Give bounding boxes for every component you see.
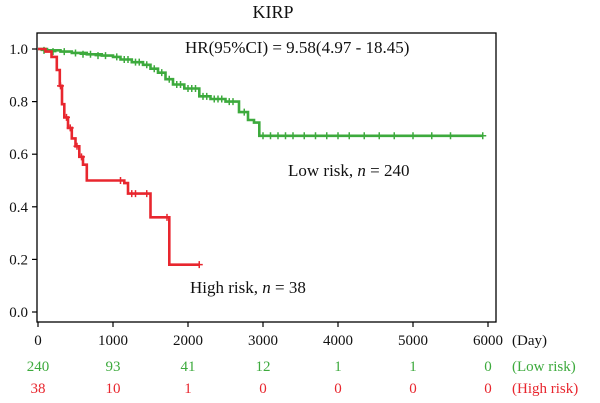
- low-risk-censor-mark: [360, 132, 368, 140]
- low-risk-censor-mark: [300, 132, 308, 140]
- low-risk-censor-mark: [60, 48, 68, 56]
- low-risk-count: 41: [181, 359, 196, 375]
- hr-annotation: HR(95%CI) = 9.58(4.97 - 18.45): [185, 38, 409, 57]
- x-tick-label: 0: [34, 333, 42, 349]
- x-tick-label: 2000: [173, 333, 203, 349]
- low-risk-censor-mark: [259, 132, 267, 140]
- high-risk-censor-mark: [78, 153, 85, 161]
- low-risk-censor-mark: [150, 65, 158, 73]
- low-risk-count: 0: [484, 359, 492, 375]
- x-tick-label: 4000: [323, 333, 353, 349]
- low-risk-censor-mark: [274, 132, 282, 140]
- high-risk-censor-mark: [66, 124, 74, 132]
- low-risk-censor-mark: [240, 108, 248, 116]
- x-tick-label: 6000: [473, 333, 503, 349]
- low-risk-censor-mark: [124, 56, 132, 64]
- low-risk-censor-mark: [94, 52, 102, 60]
- y-tick-label: 0.2: [9, 252, 28, 268]
- low-risk-censor-mark: [87, 50, 94, 58]
- high-risk-count: 1: [184, 381, 192, 397]
- high-risk-curve: [38, 47, 200, 266]
- high-risk-censor-mark: [73, 142, 81, 150]
- high-risk-count: 0: [259, 381, 267, 397]
- x-tick-label: 3000: [248, 333, 278, 349]
- low-risk-censor-mark: [203, 92, 211, 100]
- high-risk-censor-mark: [195, 261, 203, 269]
- low-risk-label-prefix: Low risk,: [288, 161, 357, 180]
- low-risk-censor-mark: [267, 132, 274, 140]
- y-tick-label: 1.0: [9, 42, 28, 58]
- low-risk-censor-mark: [72, 49, 79, 57]
- high-risk-count: 0: [334, 381, 342, 397]
- high-risk-censor-mark: [132, 190, 139, 198]
- x-axis-label: (Day): [512, 333, 547, 349]
- low-risk-censor-mark: [334, 132, 342, 140]
- risk-table: 240 93 41 12 1 1 0 (Low risk)38 10 1 0 0 0 0 (High ris…: [27, 359, 579, 397]
- axes: 0 1000 2000 3000 4000 5000 6000 0.0 0.2 0.4 0.6 0.8…: [9, 42, 503, 349]
- low-risk-censor-mark: [428, 132, 436, 140]
- low-risk-censor-mark: [218, 95, 226, 103]
- low-risk-count: 240: [27, 359, 50, 375]
- low-risk-censor-mark: [143, 61, 151, 69]
- high-risk-label-suffix: = 38: [271, 278, 306, 297]
- y-tick-label: 0.0: [9, 305, 28, 321]
- low-risk-count: 12: [256, 359, 271, 375]
- low-risk-censor-mark: [282, 132, 289, 140]
- low-risk-censor-mark: [345, 132, 353, 140]
- chart-title: KIRP: [252, 2, 293, 22]
- high-risk-count: 0: [409, 381, 417, 397]
- y-tick-label: 0.4: [9, 200, 28, 216]
- y-tick-label: 0.6: [9, 147, 28, 163]
- low-risk-count: 1: [409, 359, 417, 375]
- x-tick-label: 1000: [98, 333, 128, 349]
- low-risk-censor-mark: [177, 81, 184, 89]
- high-risk-censor-mark: [117, 177, 124, 184]
- high-risk-count: 0: [484, 381, 492, 397]
- low-risk-censor-mark: [79, 50, 87, 58]
- low-risk-label-suffix: = 240: [366, 161, 410, 180]
- high-risk-censor-mark: [143, 190, 151, 198]
- low-risk-censor-mark: [229, 98, 237, 106]
- low-risk-count: 93: [106, 359, 121, 375]
- high-risk-censor-mark: [63, 113, 70, 121]
- low-risk-censor-mark: [409, 132, 417, 140]
- low-risk-label: Low risk, n = 240: [288, 161, 410, 180]
- low-risk-censor-mark: [158, 69, 166, 77]
- low-risk-censor-mark: [312, 132, 319, 140]
- high-risk-count: 38: [31, 381, 46, 397]
- high-risk-count: 10: [106, 381, 121, 397]
- low-risk-censor-mark: [113, 53, 121, 61]
- low-risk-censor-mark: [165, 75, 173, 83]
- low-risk-censor-mark: [447, 132, 454, 140]
- low-risk-label-n: n: [357, 161, 366, 180]
- plot-frame: [36, 32, 497, 323]
- low-risk-censor-mark: [323, 132, 331, 140]
- high-risk-label-prefix: High risk,: [190, 278, 262, 297]
- low-risk-censor-mark: [192, 84, 199, 92]
- low-risk-count: 1: [334, 359, 342, 375]
- y-tick-label: 0.8: [9, 95, 28, 111]
- low-risk-curve: [38, 47, 483, 138]
- low-risk-censor-mark: [390, 132, 398, 140]
- high-risk-row-label: (High risk): [512, 381, 578, 397]
- low-risk-row-label: (Low risk): [512, 359, 576, 375]
- x-tick-label: 5000: [398, 333, 428, 349]
- low-risk-censor-mark: [479, 132, 487, 140]
- low-risk-censor-mark: [102, 52, 109, 60]
- curves: [38, 46, 487, 269]
- low-risk-censor-mark: [375, 132, 383, 140]
- low-risk-censor-mark: [289, 132, 297, 140]
- high-risk-label-n: n: [262, 278, 271, 297]
- high-risk-censor-mark: [57, 82, 64, 90]
- low-risk-censor-mark: [135, 58, 143, 66]
- high-risk-censor-mark: [163, 213, 171, 221]
- high-risk-label: High risk, n = 38: [190, 278, 306, 297]
